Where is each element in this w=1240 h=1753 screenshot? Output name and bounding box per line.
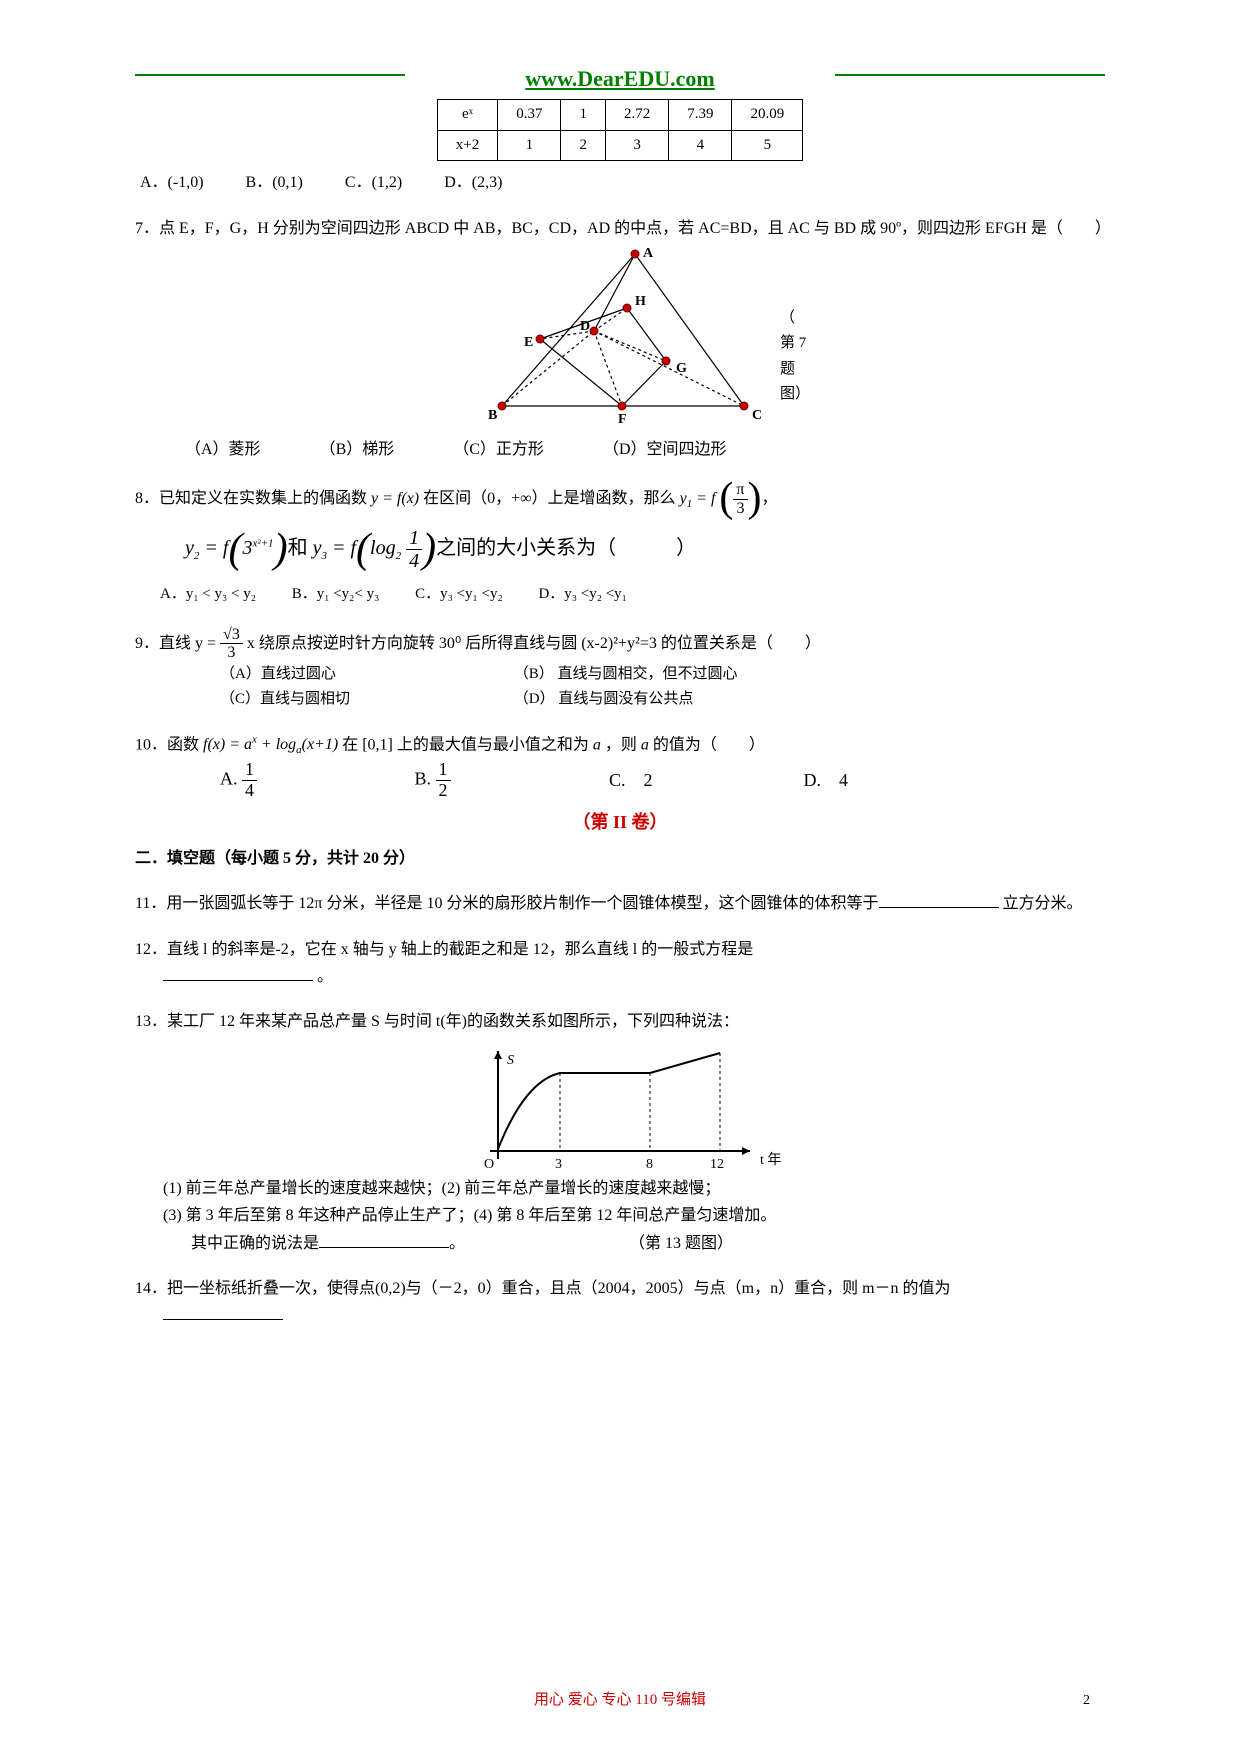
q13-text: 13．某工厂 12 年来某产品总产量 S 与时间 t(年)的函数关系如图所示，下… <box>135 1008 1105 1035</box>
q8-suffix: 之间的大小关系为（ ） <box>436 537 696 559</box>
header-line-right <box>835 74 1105 76</box>
q11-text: 11．用一张圆弧长等于 12π 分米，半径是 10 分米的扇形胶片制作一个圆锥体… <box>135 895 879 912</box>
q13-tick-12: 12 <box>710 1153 724 1177</box>
q8-opt-c: C．y₃ <y₁ <y₂ <box>415 586 503 602</box>
q7-caption: （ 第 7 题图） <box>780 306 810 408</box>
q8-prefix: 8．已知定义在实数集上的偶函数 <box>135 490 371 507</box>
q7-figure: ABCFEDHG （ 第 7 题图） <box>480 246 760 426</box>
q8-options: A．y₁ < y₃ < y₂ B．y₁ <y₂< y₃ C．y₃ <y₁ <y₂… <box>160 582 1105 608</box>
q7-node-label: C <box>752 404 762 428</box>
q13-tick-8: 8 <box>646 1153 653 1177</box>
q6-opt-c: C．(1,2) <box>345 174 402 191</box>
q9-opt-c: （C）直线与圆相切 <box>220 687 510 713</box>
q7-svg <box>480 246 760 426</box>
q6-opt-a: A．(-1,0) <box>140 174 204 191</box>
q7-opt-c: （C）正方形 <box>453 441 544 458</box>
q6-options: A．(-1,0) B．(0,1) C．(1,2) D．(2,3) <box>140 169 1105 196</box>
q13-origin: O <box>484 1153 494 1177</box>
header-line-left <box>135 74 405 76</box>
frac-pi-3: π3 <box>733 481 747 517</box>
paren-l-icon: ( <box>719 481 733 517</box>
q6-cell: 7.39 <box>669 100 732 131</box>
q8-opt-a: A．y₁ < y₃ < y₂ <box>160 586 256 602</box>
q7-node-label: G <box>676 357 687 381</box>
q6-cell: 5 <box>732 130 803 161</box>
q10-text: 10．函数 f(x) = ax + loga(x+1) 在 [0,1] 上的最大… <box>135 731 1105 760</box>
q13-svg <box>450 1041 790 1171</box>
q13-x-label: t 年 <box>760 1149 781 1173</box>
q7-text: 7．点 E，F，G，H 分别为空间四边形 ABCD 中 AB，BC，CD，AD … <box>135 215 1105 242</box>
q11-blank <box>879 892 999 908</box>
q6-cell: 0.37 <box>498 100 561 131</box>
q14: 14．把一坐标纸折叠一次，使得点(0,2)与（－2，0）重合，且点（2004，2… <box>135 1275 1105 1329</box>
q6-cell: 1 <box>498 130 561 161</box>
page-number: 2 <box>1083 1689 1090 1713</box>
q7-node-label: D <box>580 315 590 339</box>
q12-suffix: 。 <box>313 968 333 985</box>
frac-sqrt3-3: √33 <box>220 626 243 662</box>
q9-opt-a: （A）直线过圆心 <box>220 662 510 688</box>
q9-mid: x 绕原点按逆时针方向旋转 30⁰ 后所得直线与圆 (x-2)²+y²=3 的位… <box>247 634 821 651</box>
q9-text: 9．直线 y = √33 x 绕原点按逆时针方向旋转 30⁰ 后所得直线与圆 (… <box>135 626 1105 662</box>
q13-conclusion: 其中正确的说法是 <box>191 1235 319 1252</box>
q11: 11．用一张圆弧长等于 12π 分米，半径是 10 分米的扇形胶片制作一个圆锥体… <box>135 890 1105 917</box>
q13-figure: S O 3 8 12 t 年 <box>450 1041 790 1171</box>
header-url: www.DearEDU.com <box>135 60 1105 97</box>
q6-cell: x+2 <box>437 130 497 161</box>
q13-conclusion-row: 其中正确的说法是。 （第 13 题图） <box>135 1230 1105 1257</box>
q6-cell: 20.09 <box>732 100 803 131</box>
q8-eq: y2 = f(3x²+1)和 y3 = f(log2 14)之间的大小关系为（ … <box>185 527 1105 572</box>
q13-caption: （第 13 题图） <box>629 1235 733 1252</box>
q6-cell: 2 <box>561 130 606 161</box>
q12-text: 12．直线 l 的斜率是-2，它在 x 轴与 y 轴上的截距之和是 12，那么直… <box>135 941 753 958</box>
q7-opt-b: （B）梯形 <box>320 441 395 458</box>
q9-options: （A）直线过圆心 （B） 直线与圆相交，但不过圆心 （C）直线与圆相切 （D） … <box>220 662 1105 713</box>
q13-statements: (1) 前三年总产量增长的速度越来越快；(2) 前三年总产量增长的速度越来越慢； <box>135 1175 1105 1202</box>
q8-mid: 在区间（0，+∞）上是增函数，那么 <box>423 490 679 507</box>
paren-r-icon: ) <box>748 481 762 517</box>
q13-statements2: (3) 第 3 年后至第 8 年这种产品停止生产了；(4) 第 8 年后至第 1… <box>135 1202 1105 1229</box>
q6-opt-d: D．(2,3) <box>444 174 502 191</box>
footer-text: 用心 爱心 专心 110 号编辑 <box>0 1688 1240 1714</box>
q10-opt-c: C. 2 <box>609 765 799 796</box>
q10-opt-a: A. 14 <box>220 760 410 801</box>
q12: 12．直线 l 的斜率是-2，它在 x 轴与 y 轴上的截距之和是 12，那么直… <box>135 936 1105 990</box>
q12-blank <box>163 965 313 981</box>
section-title: 二．填空题（每小题 5 分，共计 20 分） <box>135 845 1105 872</box>
q8-y1: y1 = f <box>680 490 716 507</box>
q8-yfx: y = f(x) <box>371 490 419 507</box>
q6-cell: 3 <box>605 130 668 161</box>
q7-node-label: A <box>643 242 653 266</box>
header-url-text: www.DearEDU.com <box>525 66 714 91</box>
q7-options: （A）菱形 （B）梯形 （C）正方形 （D）空间四边形 <box>185 436 1105 463</box>
q8-text: 8．已知定义在实数集上的偶函数 y = f(x) 在区间（0，+∞）上是增函数，… <box>135 481 1105 517</box>
q6-table: eˣ 0.37 1 2.72 7.39 20.09 x+2 1 2 3 4 5 <box>437 99 803 161</box>
q10-opt-b: B. 12 <box>415 760 605 801</box>
q9-opt-b: （B） 直线与圆相交，但不过圆心 <box>514 662 804 688</box>
q6-cell: 2.72 <box>605 100 668 131</box>
section-header: （第 II 卷） <box>135 807 1105 838</box>
q8-opt-d: D．y₃ <y₂ <y₁ <box>538 586 626 602</box>
q8-opt-b: B．y₁ <y₂< y₃ <box>292 586 380 602</box>
q13-y-label: S <box>507 1049 514 1073</box>
q6-cell: 4 <box>669 130 732 161</box>
q14-blank <box>163 1304 283 1320</box>
q7-opt-a: （A）菱形 <box>185 441 261 458</box>
q7-node-label: B <box>488 404 497 428</box>
q9-prefix: 9．直线 y = <box>135 634 220 651</box>
q6-cell: 1 <box>561 100 606 131</box>
q9-opt-d: （D） 直线与圆没有公共点 <box>514 687 804 713</box>
q6-cell: eˣ <box>437 100 497 131</box>
q13-tick-3: 3 <box>555 1153 562 1177</box>
q14-text: 14．把一坐标纸折叠一次，使得点(0,2)与（－2，0）重合，且点（2004，2… <box>135 1280 951 1297</box>
q11-suffix: 立方分米。 <box>999 895 1083 912</box>
q7-node-label: E <box>524 331 533 355</box>
q10-options: A. 14 B. 12 C. 2 D. 4 <box>220 760 1105 801</box>
q10-opt-d: D. 4 <box>804 765 994 796</box>
q13-blank <box>319 1232 449 1248</box>
q7-opt-d: （D）空间四边形 <box>603 441 727 458</box>
q7-node-label: F <box>618 408 627 432</box>
q7-node-label: H <box>635 290 646 314</box>
q6-opt-b: B．(0,1) <box>246 174 303 191</box>
